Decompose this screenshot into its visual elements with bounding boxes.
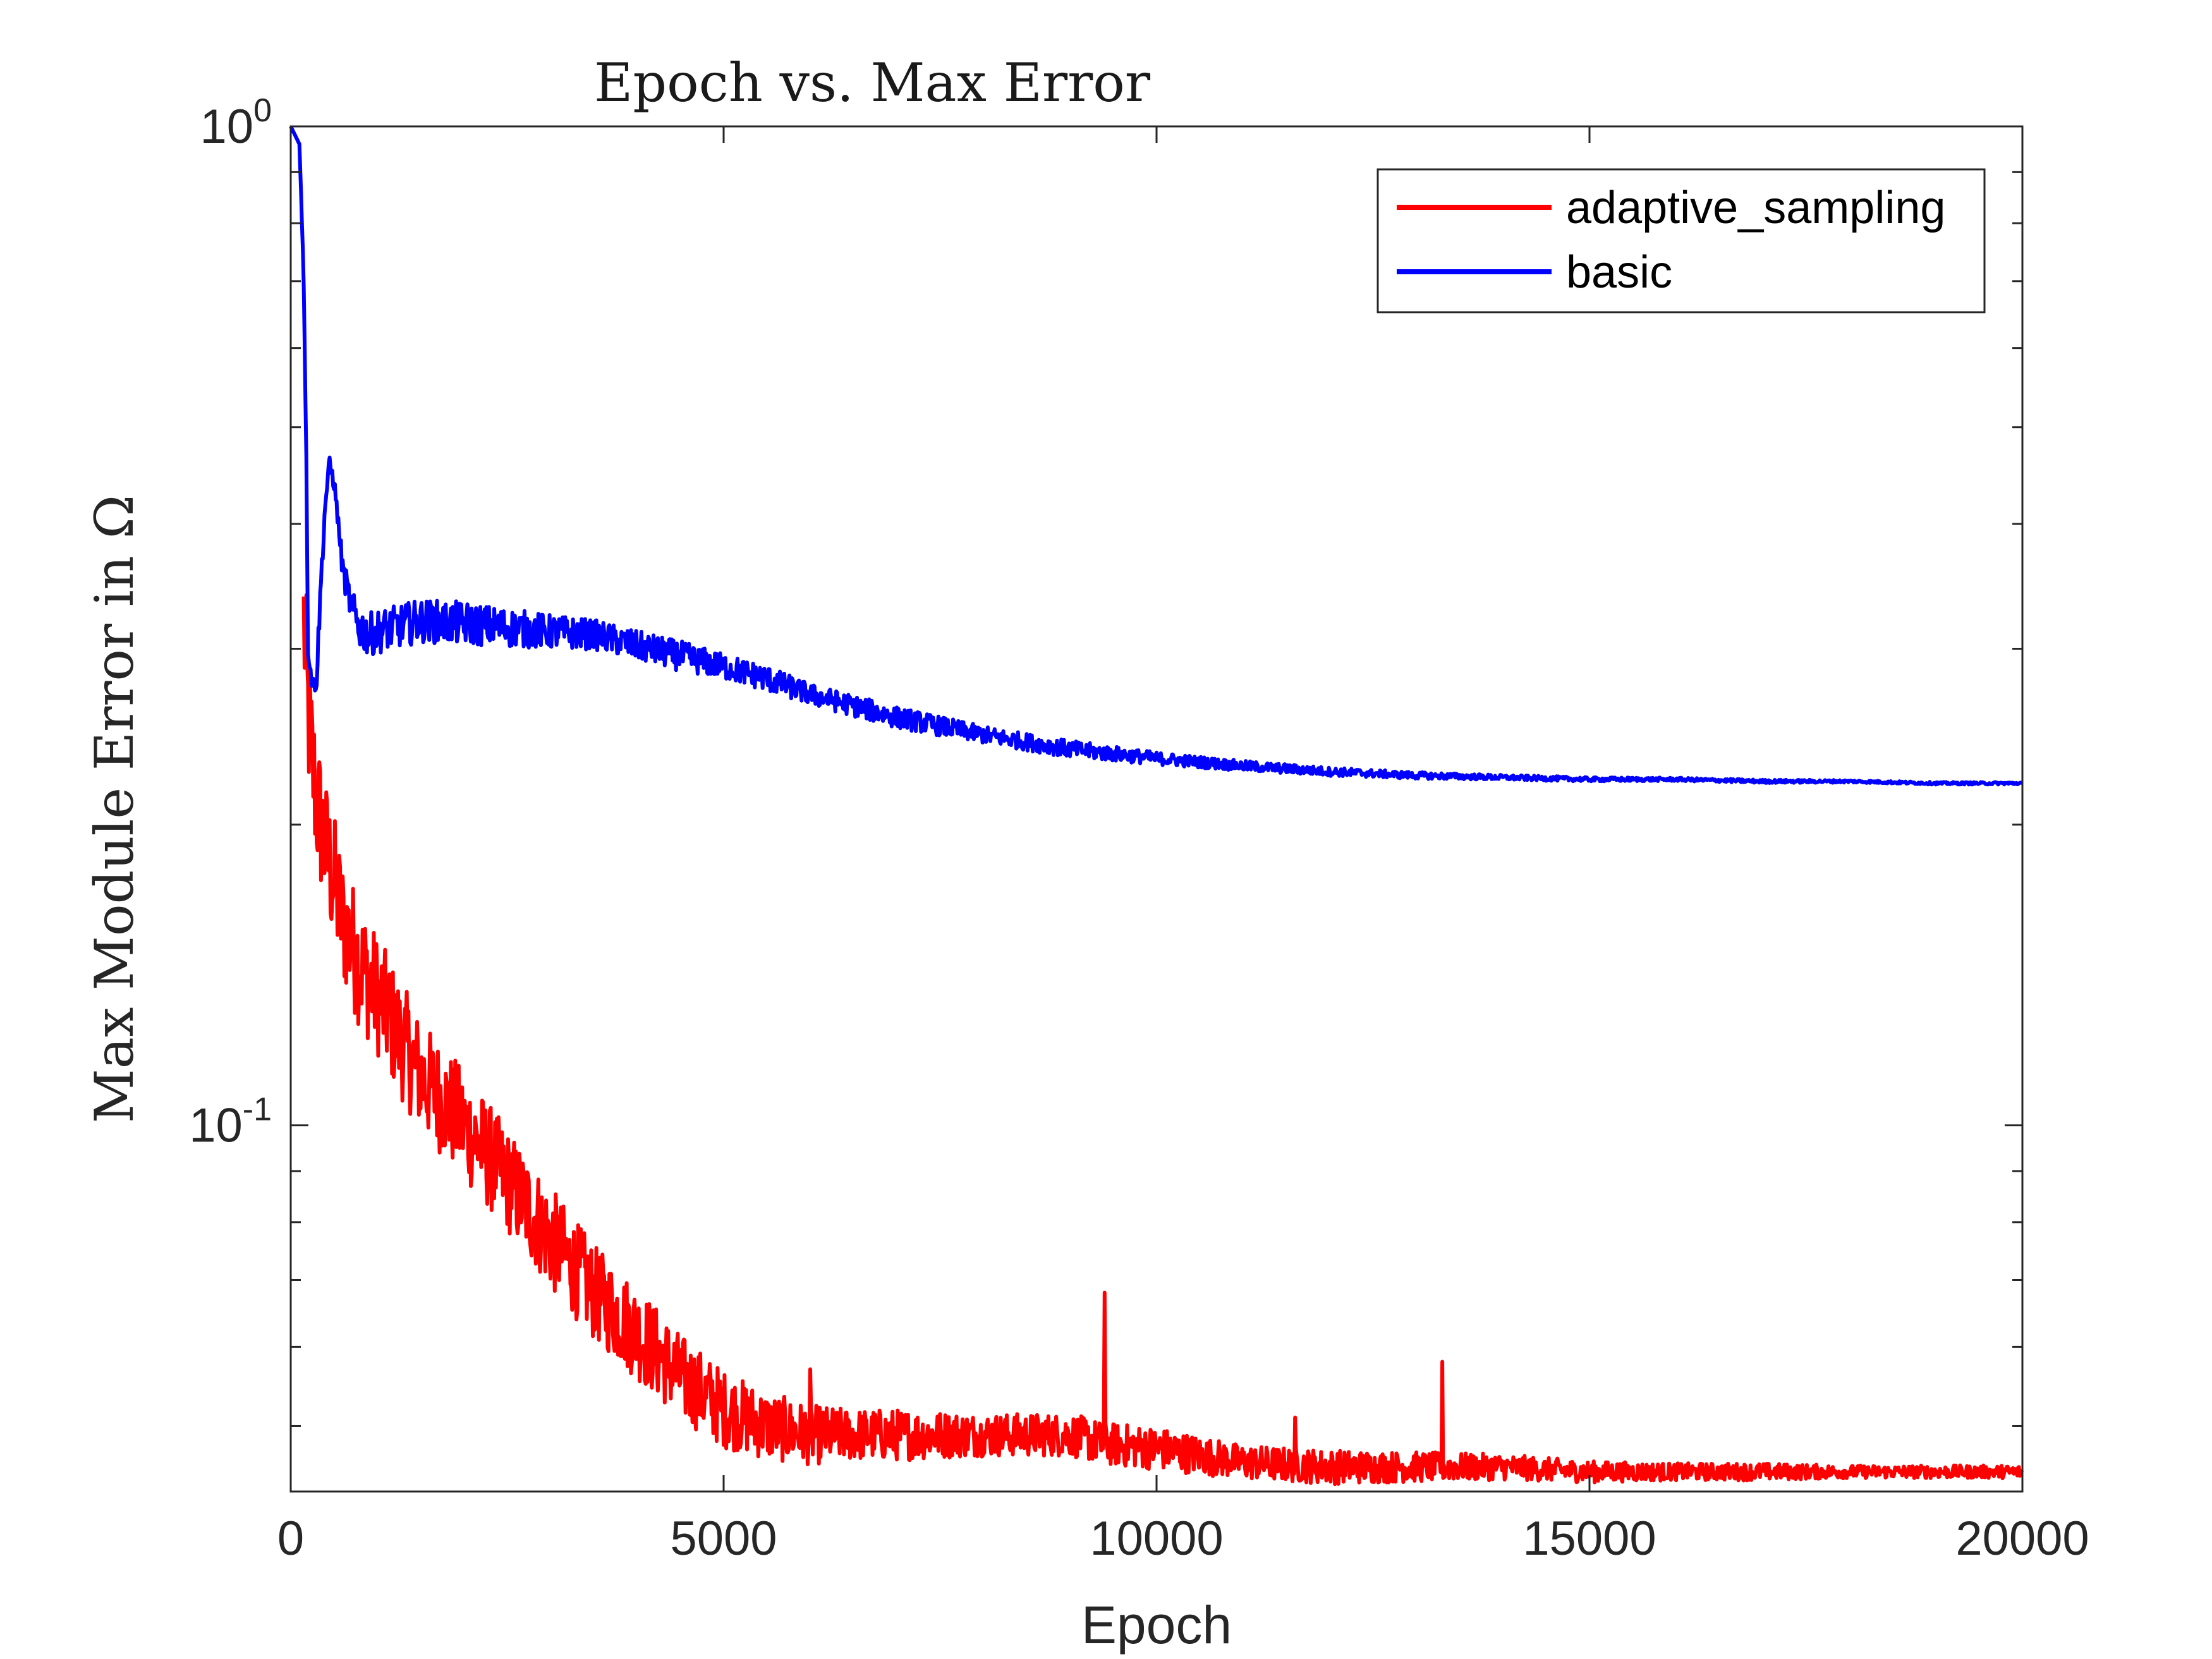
x-tick-label: 15000 [1522, 1512, 1656, 1565]
y-tick-label-exponent: 0 [253, 92, 272, 129]
x-tick-label: 0 [277, 1512, 304, 1565]
y-tick-label: 100 [200, 92, 272, 154]
x-axis-label: Epoch [1081, 1595, 1232, 1655]
x-tick-labels: 0 5000 10000 15000 20000 [277, 1512, 2089, 1565]
legend: adaptive_sampling basic [1376, 168, 1986, 313]
series-line-basic [289, 125, 2024, 787]
tick-layer [289, 125, 2024, 1492]
plot-area [289, 125, 2024, 1493]
x-tick-label: 5000 [670, 1512, 777, 1565]
axes-background [291, 126, 2022, 1492]
y-tick-label: 10-1 [189, 1091, 272, 1153]
chart-title: Epoch vs. Max Error [594, 52, 1151, 114]
y-tick-label-base: 10 [200, 100, 254, 154]
series-layer [289, 125, 2024, 1486]
y-axis-label: Max Module Error in Ω [83, 495, 145, 1123]
y-tick-label-base: 10 [189, 1099, 243, 1153]
x-tick-label: 20000 [1955, 1512, 2089, 1565]
legend-label-adaptive-sampling: adaptive_sampling [1566, 183, 1945, 233]
legend-box [1376, 168, 1986, 313]
series-line-adaptive-sampling [301, 593, 2024, 1486]
legend-label-basic: basic [1566, 247, 1672, 298]
y-tick-label-exponent: -1 [243, 1091, 272, 1128]
x-tick-label: 10000 [1090, 1512, 1223, 1565]
